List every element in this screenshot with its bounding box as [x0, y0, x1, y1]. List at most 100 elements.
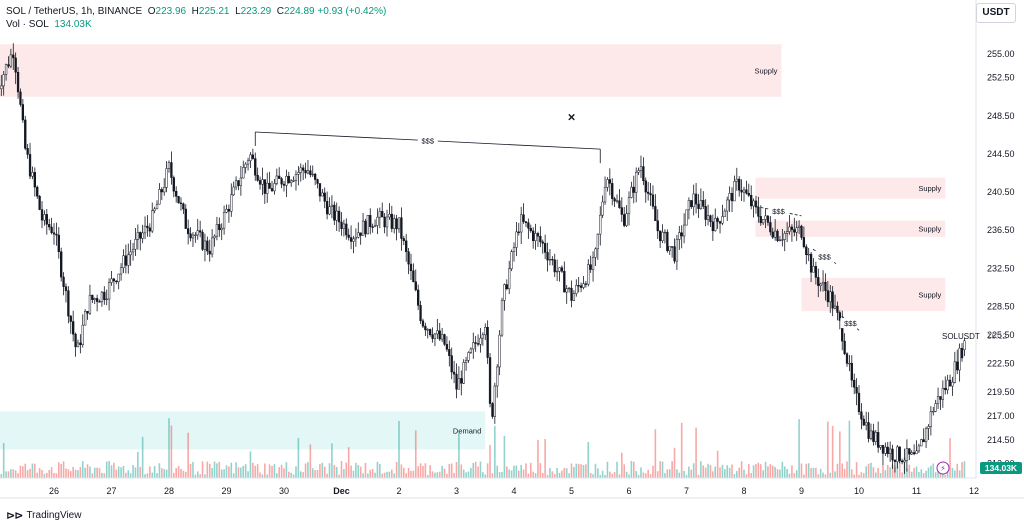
volume-bar [323, 466, 326, 478]
supply-zone [755, 177, 946, 199]
volume-bar [580, 464, 582, 478]
volume-bar [807, 463, 810, 478]
volume-bar [383, 472, 386, 478]
candle-body [728, 193, 731, 201]
candle-body [254, 158, 257, 176]
liquidity-label-bg [768, 206, 789, 217]
volume-bar [77, 470, 79, 478]
candle-body [582, 283, 585, 288]
volume-bar [453, 472, 455, 478]
volume-bar [441, 465, 443, 478]
candle-body [826, 290, 830, 303]
candle-body [184, 208, 187, 229]
tradingview-footer[interactable]: ⊳⊳ TradingView [6, 509, 81, 522]
candle-body [584, 283, 588, 285]
candle-body [718, 221, 722, 224]
volume-bar [561, 470, 563, 478]
volume-bar [304, 463, 307, 478]
candle-body [481, 334, 485, 339]
candle-body [881, 445, 885, 454]
volume-bar [747, 464, 750, 478]
volume-bar [393, 473, 396, 478]
volume-bar [278, 467, 281, 478]
candle-body [33, 172, 36, 188]
candle-body [908, 448, 911, 455]
volume-bar [321, 462, 324, 478]
volume-bar [793, 473, 796, 478]
volume-bar [599, 474, 602, 478]
candle-body [433, 333, 437, 339]
candle-body [107, 282, 111, 300]
candle-body [817, 277, 820, 286]
volume-bar [235, 462, 237, 478]
candle-body [100, 291, 104, 303]
candle-body [163, 187, 166, 193]
volume-bar [470, 467, 472, 478]
volume-bar [930, 465, 932, 478]
volume-bar [12, 469, 15, 478]
x-marker: × [568, 110, 576, 125]
candle-body [158, 189, 161, 205]
price-change: +0.93 (+0.42%) [317, 6, 387, 17]
candle-body [57, 234, 60, 252]
volume-bar [843, 468, 846, 478]
volume-bar [103, 473, 106, 478]
volume-bar [800, 463, 803, 478]
candle-body [553, 259, 556, 273]
currency-button[interactable]: USDT [976, 3, 1016, 23]
volume-bar [141, 436, 144, 478]
candle-body [86, 311, 89, 314]
volume-bar [697, 474, 700, 478]
volume-bar [714, 466, 717, 478]
candle-body [69, 315, 72, 322]
volume-bar [827, 421, 829, 478]
candle-body [596, 233, 600, 250]
candle-body [658, 230, 662, 242]
volume-bar [125, 472, 127, 478]
candle-body [2, 74, 5, 87]
candle-body [627, 197, 631, 214]
candle-body [802, 237, 806, 248]
candle-body [431, 334, 434, 339]
x-tick-label: 28 [164, 486, 174, 496]
volume-bar [724, 469, 726, 478]
candle-body [309, 170, 312, 175]
volume-bar [261, 474, 264, 478]
volume-bar [707, 463, 709, 478]
volume-bar [172, 472, 175, 478]
candle-body [546, 252, 549, 261]
volume-bar [266, 474, 269, 478]
volume-bar [963, 461, 966, 478]
candle-body [409, 263, 413, 272]
volume-bar [906, 468, 908, 478]
candle-body [48, 224, 51, 228]
candle-body [565, 288, 568, 293]
candle-body [589, 264, 592, 270]
volume-bar [273, 464, 276, 478]
candle-body [136, 232, 140, 240]
volume-bar [769, 464, 772, 478]
candle-body [723, 210, 726, 217]
candle-body [448, 349, 451, 356]
candle-body [831, 291, 834, 309]
y-tick-label: 217.00 [987, 411, 1015, 421]
volume-bar [961, 462, 963, 478]
volume-bar [309, 444, 312, 478]
candle-body [325, 201, 329, 215]
candle-body [151, 210, 154, 232]
volume-bar [762, 470, 764, 478]
candle-body [290, 180, 293, 184]
volume-bar [218, 461, 221, 478]
volume-bar [386, 471, 388, 478]
candle-body [191, 234, 195, 239]
volume-bar [34, 463, 36, 478]
volume-bar [556, 467, 558, 478]
candle-body [800, 225, 803, 238]
candle-body [112, 278, 116, 282]
candle-body [764, 215, 767, 220]
candle-body [127, 254, 130, 266]
candle-body [958, 347, 961, 371]
candle-body [165, 168, 168, 188]
volume-bar [680, 422, 683, 478]
